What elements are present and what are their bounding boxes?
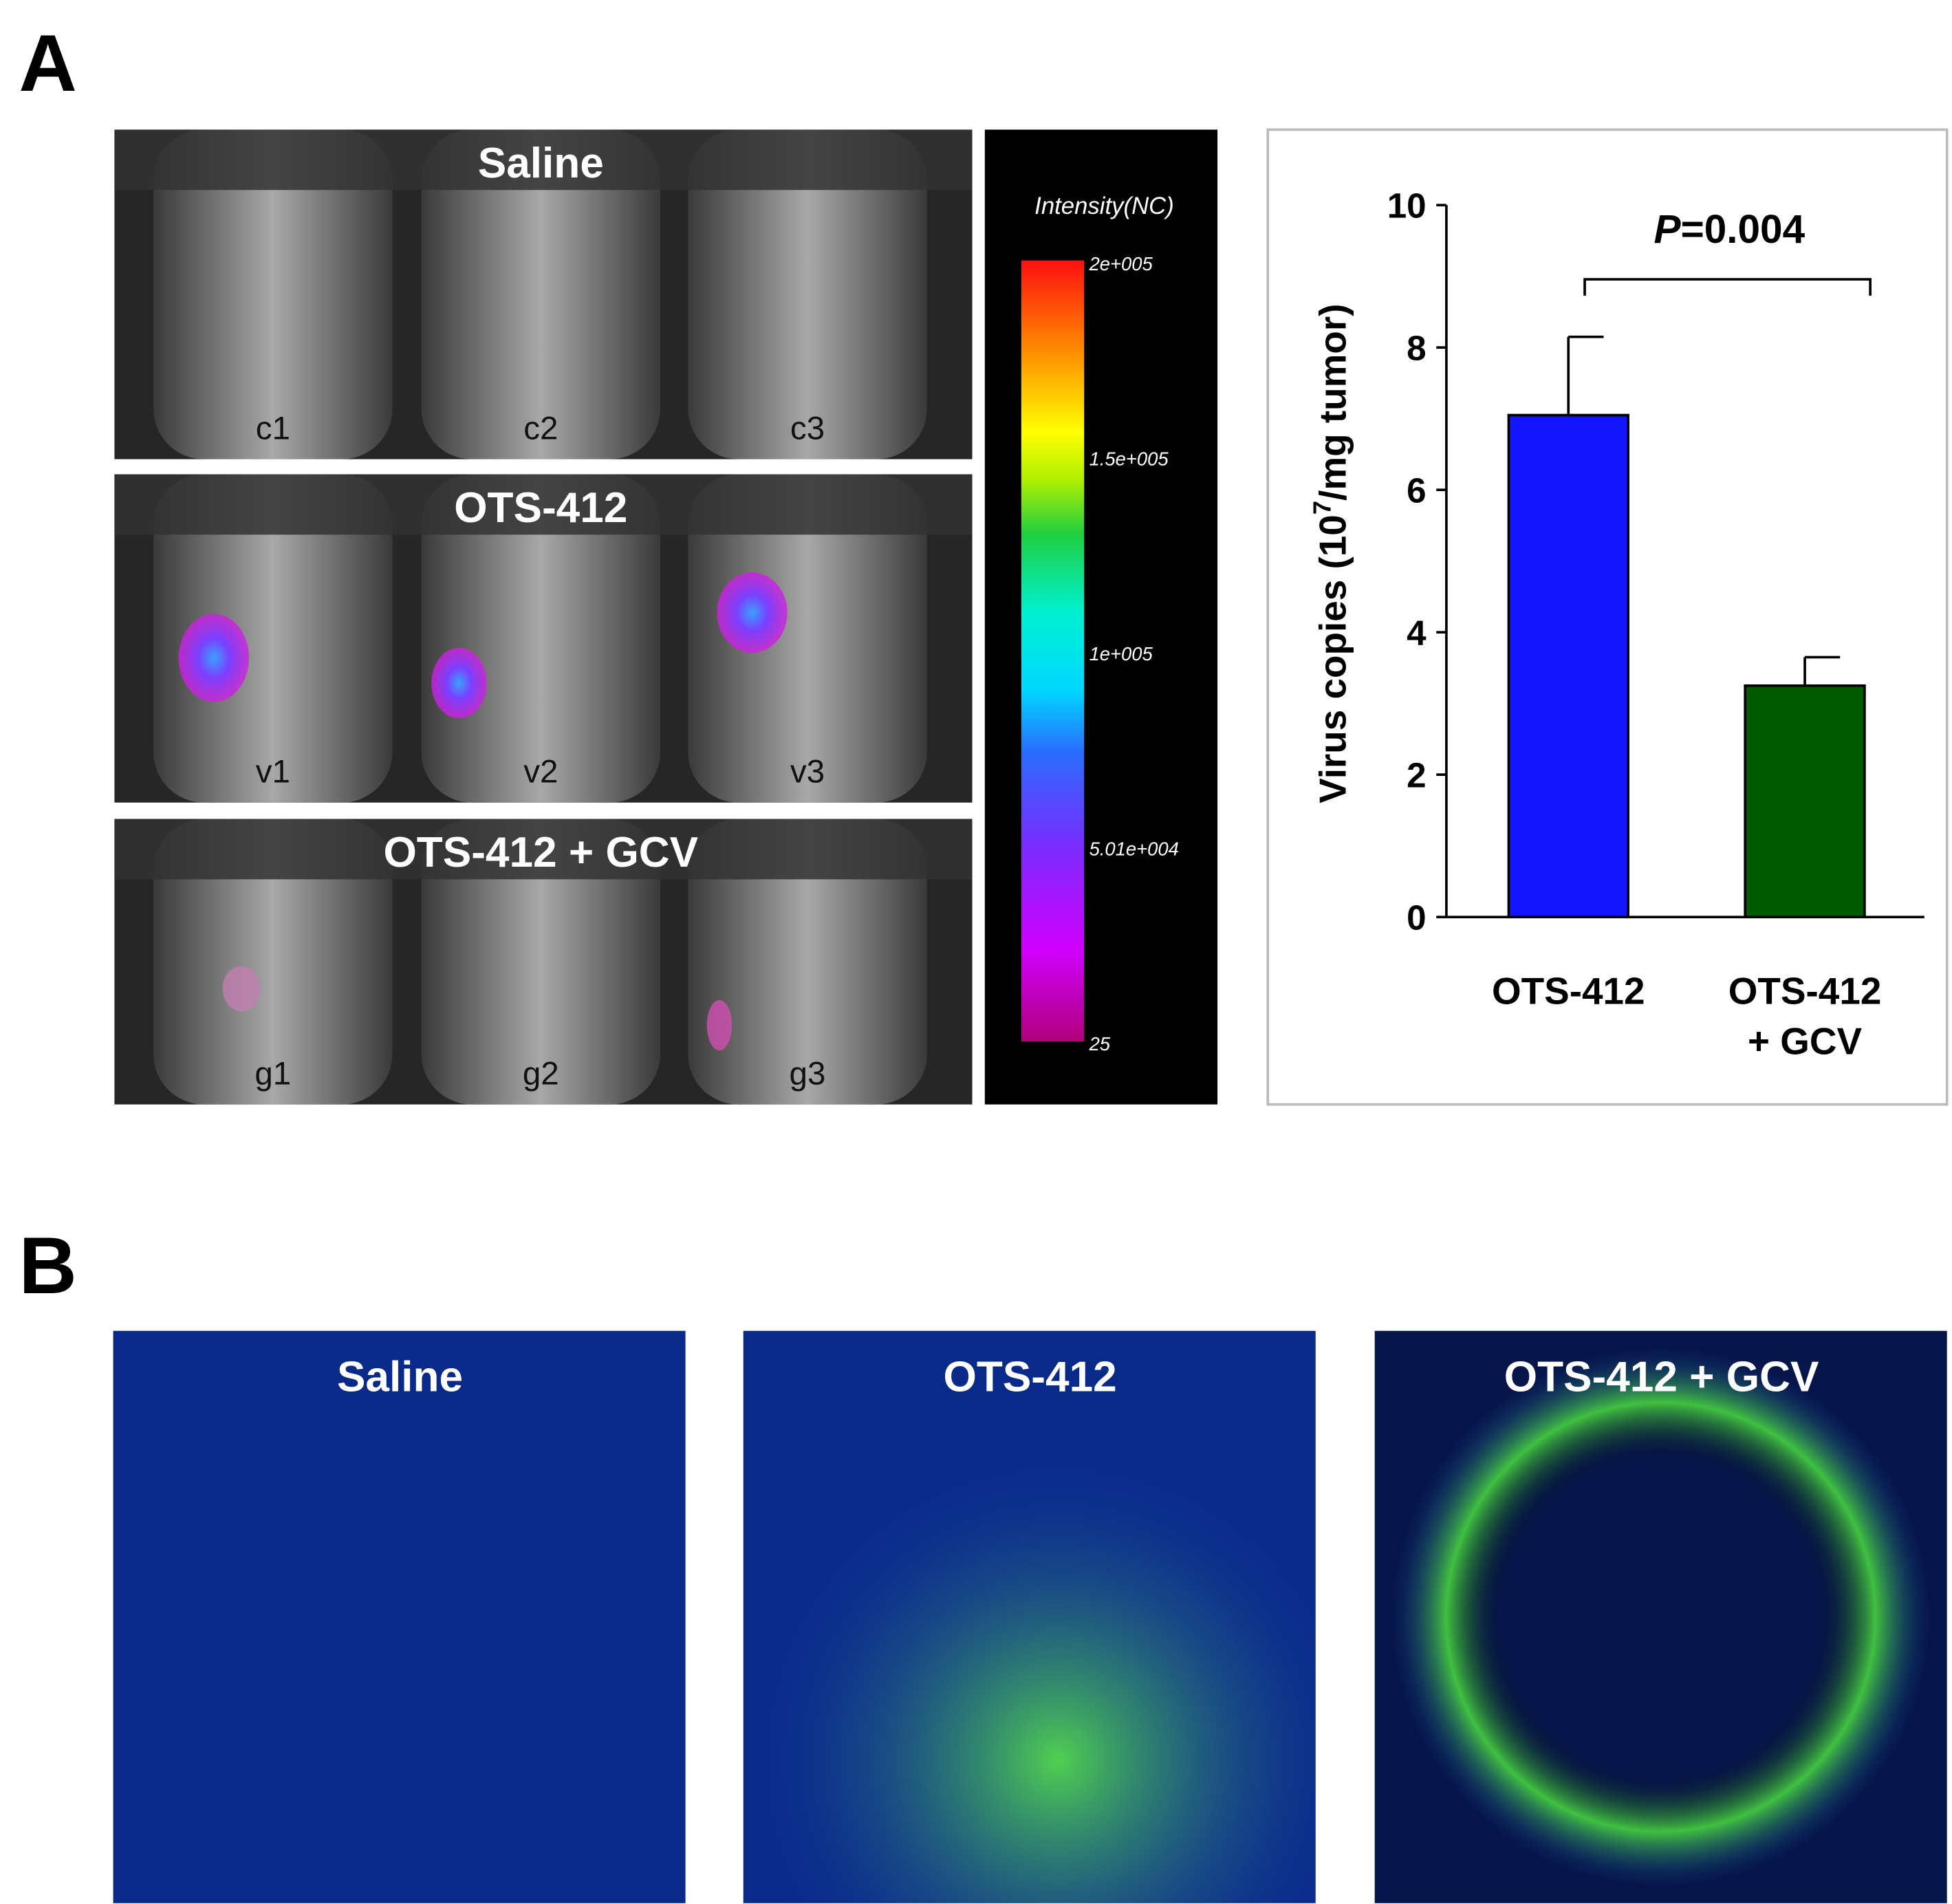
- bar-chart: 0 2 4 6 8 10 Virus copies (107/mg tumor) OTS-41…: [1308, 186, 1924, 1063]
- colorbar-label: 5.01e+004: [1089, 839, 1179, 860]
- panel-label: A: [19, 18, 77, 108]
- mouse: [153, 474, 393, 803]
- x-tick-label: OTS-412 + GCV: [1728, 971, 1882, 1063]
- sample-label: g2: [523, 1055, 559, 1092]
- row-header: [114, 129, 973, 191]
- signal: [717, 572, 788, 653]
- annotation-part: =0.004: [1681, 207, 1805, 252]
- signal: [222, 966, 261, 1012]
- sample-label: g3: [790, 1055, 826, 1092]
- panel-label: B: [19, 1220, 77, 1310]
- y-tick-label: 6: [1407, 470, 1426, 510]
- sample-label: v1: [256, 754, 290, 790]
- annotation-part: P: [1654, 207, 1682, 252]
- image-title: OTS-412 + GCV: [1504, 1354, 1819, 1401]
- colorbar-label: 1e+005: [1089, 643, 1153, 664]
- row-header: [114, 474, 973, 535]
- sample-label: v3: [790, 754, 825, 790]
- y-label-part: /mg tumor): [1312, 303, 1354, 500]
- y-tick-label: 10: [1387, 186, 1427, 225]
- signal: [431, 647, 487, 719]
- colorbar: [1021, 260, 1085, 1042]
- colorbar-label: 2e+005: [1089, 253, 1153, 274]
- mouse: [421, 474, 661, 803]
- row-title: OTS-412: [454, 484, 627, 532]
- mouse: [153, 129, 393, 459]
- mouse: [153, 819, 393, 1105]
- imaging-panel: c1 c2 c3 Saline v1 v2 v3 OTS-412 g1 g2 g3 OTS-412 +…: [114, 129, 973, 1105]
- bar: [1744, 684, 1866, 918]
- y-tick-label: 4: [1407, 613, 1427, 652]
- fluorescence: [743, 1330, 1316, 1903]
- y-tick-label: 8: [1407, 328, 1426, 367]
- mouse: [421, 129, 661, 459]
- x-tick-label-box: OTS-412 + GCV: [1728, 971, 1882, 1063]
- signal: [706, 999, 733, 1050]
- mouse: [688, 129, 927, 459]
- microscopy-panel: Saline OTS-412 OTS-412 + GCV: [113, 1330, 1947, 1903]
- sample-label: c3: [790, 410, 825, 446]
- image-title: Saline: [337, 1354, 463, 1401]
- colorbar-panel: [984, 129, 1218, 1105]
- row-title: Saline: [478, 140, 604, 187]
- colorbar-label: 25: [1089, 1033, 1111, 1054]
- mouse: [688, 474, 927, 803]
- mouse: [688, 819, 927, 1105]
- row-header: [114, 819, 973, 880]
- colorbar-label: 1.5e+005: [1089, 448, 1169, 470]
- image-title: OTS-412: [944, 1354, 1117, 1401]
- sample-label: c2: [523, 410, 558, 446]
- y-tick-label: 0: [1407, 898, 1426, 937]
- annotation: P=0.004: [1654, 207, 1805, 252]
- significance-bracket: [1583, 278, 1872, 296]
- micrograph: [113, 1330, 686, 1903]
- sample-label: v2: [523, 754, 558, 790]
- signal: [178, 614, 250, 702]
- y-label-part: 7: [1308, 501, 1336, 515]
- row-title: OTS-412 + GCV: [383, 829, 698, 876]
- bar: [1507, 413, 1629, 918]
- x-tick-label: OTS-412: [1491, 971, 1645, 1013]
- y-label-part: Virus copies (10: [1312, 515, 1354, 803]
- colorbar-title: Intensity(NC): [1034, 193, 1174, 219]
- y-tick-label: 2: [1407, 755, 1426, 794]
- y-axis-label: Virus copies (107/mg tumor): [1308, 303, 1354, 803]
- sample-label: g1: [254, 1055, 291, 1092]
- fluorescence: [1374, 1330, 1947, 1903]
- mouse: [421, 819, 661, 1105]
- x-tick-label-box: OTS-412: [1491, 971, 1645, 1013]
- sample-label: c1: [256, 410, 290, 446]
